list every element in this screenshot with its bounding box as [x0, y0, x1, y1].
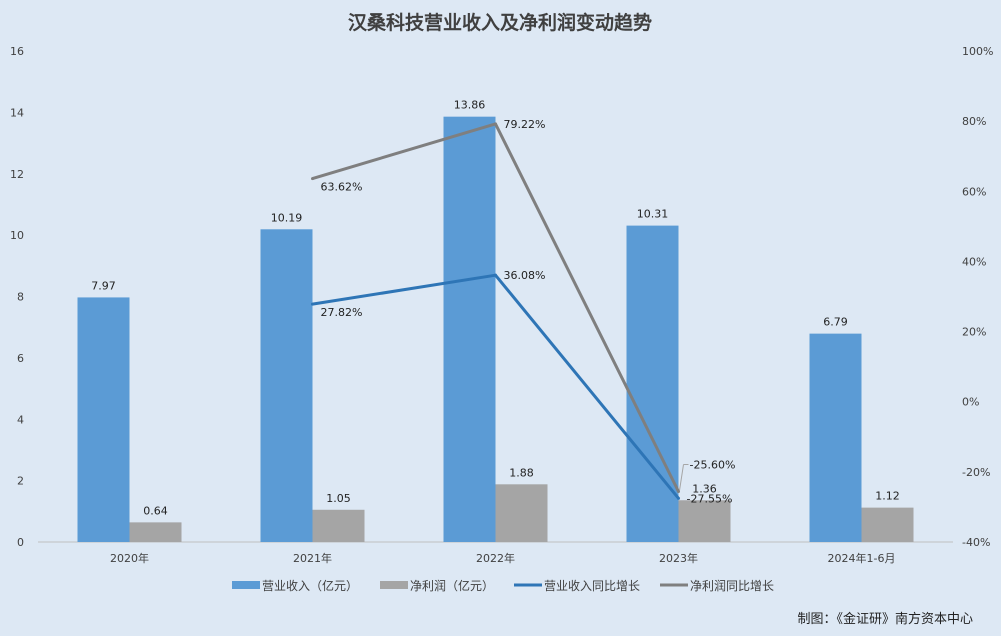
y-tick-label: 8 — [17, 291, 24, 304]
bar — [626, 225, 679, 542]
y-tick-label: 10 — [10, 229, 24, 242]
y-tick-label: 6 — [17, 352, 24, 365]
y-tick-label: 16 — [10, 45, 24, 58]
legend-label: 营业收入同比增长 — [544, 579, 640, 593]
y2-tick-label: 40% — [962, 255, 986, 268]
line-value-label: -25.60% — [690, 458, 736, 471]
line-value-label: -27.55% — [687, 492, 733, 505]
bar — [312, 509, 365, 542]
line-point — [494, 273, 497, 277]
line-value-label: 36.08% — [504, 269, 546, 282]
bar — [678, 500, 731, 542]
credit-text: 制图：《金证研》南方资本中心 — [797, 611, 973, 627]
y2-tick-label: -20% — [962, 466, 990, 479]
leader-line — [679, 464, 684, 491]
legend-label: 营业收入（亿元） — [262, 578, 358, 593]
bar — [129, 522, 182, 542]
bar — [443, 116, 496, 542]
y-tick-label: 0 — [17, 536, 24, 549]
line-value-label: 63.62% — [321, 181, 363, 194]
line-point — [677, 496, 680, 500]
bar-value-label: 1.12 — [875, 490, 900, 503]
bar — [809, 333, 862, 542]
data-labels: 7.97 10.19 13.86 10.31 6.79 0.64 1.05 1.88 1.36 1… — [91, 99, 900, 518]
line-point — [677, 489, 680, 493]
bar — [77, 297, 130, 542]
bar — [495, 484, 548, 542]
bar-value-label: 1.88 — [509, 466, 534, 479]
bar-value-label: 0.64 — [143, 504, 168, 517]
bar-value-label: 1.36 — [692, 482, 717, 495]
y2-tick-label: 80% — [962, 115, 986, 128]
legend-swatch — [232, 581, 260, 589]
lines — [311, 122, 680, 500]
axes: 0 2 4 6 8 10 12 14 16 -40% -20% 0% 20% 40% 60% 80% 100% 2… — [10, 45, 993, 565]
bar-value-label: 7.97 — [91, 279, 116, 292]
chart-title: 汉桑科技营业收入及净利润变动趋势 — [348, 11, 652, 34]
bar-value-label: 10.19 — [271, 211, 303, 224]
bar-value-label: 6.79 — [823, 316, 848, 329]
bar-value-label: 1.05 — [326, 492, 351, 505]
bars — [77, 116, 914, 542]
y2-tick-label: 100% — [962, 45, 993, 58]
bar — [861, 507, 914, 542]
line-point — [311, 302, 314, 306]
line-point — [494, 122, 497, 126]
y2-tick-label: -40% — [962, 536, 990, 549]
legend: 营业收入（亿元） 净利润（亿元） 营业收入同比增长 净利润同比增长 — [232, 578, 774, 593]
bar — [260, 229, 313, 542]
x-tick-label: 2023年 — [659, 551, 698, 565]
y-tick-label: 12 — [10, 168, 24, 181]
line-point — [311, 177, 314, 181]
y-tick-label: 14 — [10, 106, 24, 119]
y-tick-label: 2 — [17, 475, 24, 488]
legend-label: 净利润同比增长 — [690, 579, 774, 593]
line-value-label: 79.22% — [504, 118, 546, 131]
y2-tick-label: 0% — [962, 396, 979, 409]
y2-tick-label: 60% — [962, 185, 986, 198]
bar-value-label: 13.86 — [454, 99, 486, 112]
x-tick-label: 2021年 — [293, 551, 332, 565]
x-tick-label: 2020年 — [110, 551, 149, 565]
x-tick-label: 2022年 — [476, 551, 515, 565]
legend-label: 净利润（亿元） — [410, 578, 494, 593]
y2-tick-label: 20% — [962, 326, 986, 339]
bar-value-label: 10.31 — [637, 208, 669, 221]
x-tick-label: 2024年1-6月 — [828, 551, 896, 565]
line-value-label: 27.82% — [321, 306, 363, 319]
y-tick-label: 4 — [17, 413, 24, 426]
legend-swatch — [380, 581, 408, 589]
